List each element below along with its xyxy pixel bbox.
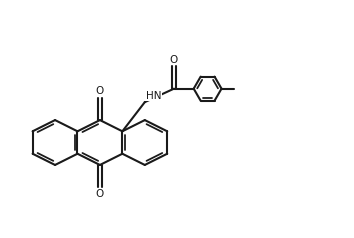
Text: O: O <box>170 55 178 65</box>
Text: O: O <box>96 86 104 96</box>
Text: HN: HN <box>145 91 161 101</box>
Text: O: O <box>96 189 104 199</box>
